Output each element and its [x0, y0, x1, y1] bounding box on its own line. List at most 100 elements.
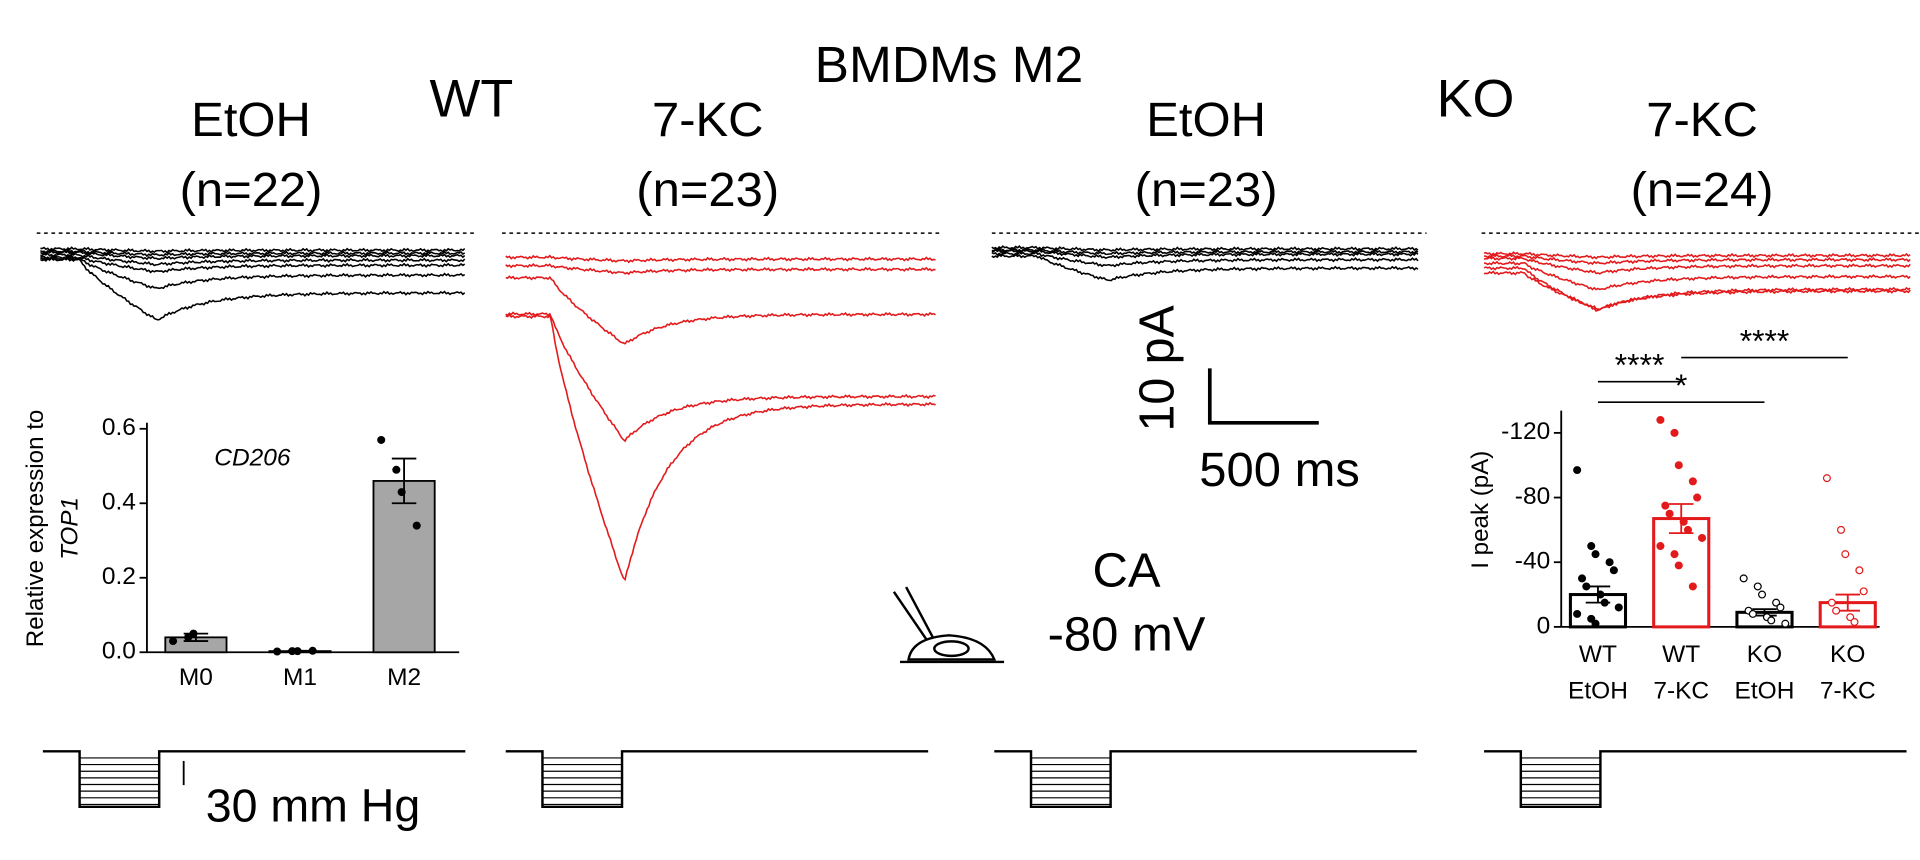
data-point [1661, 501, 1670, 510]
panel-n: (n=24) [1631, 163, 1774, 217]
data-point [1609, 566, 1618, 575]
current-trace [991, 253, 1419, 282]
significance-label: * [1675, 367, 1687, 403]
pressure-label: 30 mm Hg [206, 780, 421, 832]
group-label: WT [430, 70, 514, 129]
data-point [1739, 574, 1748, 583]
current-trace [1483, 265, 1911, 313]
data-point [1614, 603, 1623, 612]
nucleus [933, 640, 970, 658]
current-trace [505, 311, 936, 443]
x-tick-label: KO [1830, 641, 1865, 668]
cell [907, 634, 997, 661]
data-point [1573, 466, 1582, 475]
data-point [1836, 525, 1846, 534]
current-trace [1483, 270, 1911, 311]
data-point [1656, 542, 1665, 551]
current-trace [40, 256, 466, 321]
current-trace [1483, 253, 1911, 266]
x-tick-label: M2 [387, 664, 421, 691]
y-tick-label: 0.6 [102, 414, 136, 441]
current-trace [505, 313, 936, 582]
current-trace [991, 248, 1419, 260]
data-point [189, 629, 198, 638]
current-trace [40, 255, 466, 290]
data-point [1665, 509, 1674, 518]
scale-bar: 10 pA 500 ms [1130, 305, 1359, 497]
data-point [1846, 613, 1855, 622]
data-point [273, 647, 282, 656]
recording-voltage: -80 mV [1048, 608, 1206, 662]
significance-label: **** [1740, 323, 1790, 359]
data-point [308, 646, 317, 655]
data-point [1850, 618, 1859, 627]
group-label: KO [1437, 70, 1515, 129]
x-tick-label: M1 [283, 664, 317, 691]
panel-n: (n=23) [1135, 163, 1278, 217]
y-tick-label: 0.0 [102, 638, 136, 665]
scale-x-label: 500 ms [1199, 444, 1360, 498]
panel-label: EtOH [1146, 93, 1266, 147]
x-tick-label: WT [1579, 641, 1617, 668]
data-point [1587, 614, 1596, 623]
x-tick-label: KO [1747, 641, 1782, 668]
data-point [1577, 574, 1587, 583]
data-point [1832, 606, 1841, 615]
panel-label: 7-KC [1646, 93, 1758, 147]
stimulus-protocol [42, 750, 466, 809]
data-point [1693, 493, 1702, 502]
y-axis-label: TOP1 [56, 497, 83, 560]
y-tick-label: 0.2 [102, 563, 136, 590]
figure-title: BMDMs M2 [815, 37, 1084, 94]
current-trace [505, 263, 936, 276]
data-point [1674, 561, 1683, 570]
scale-y-label: 10 pA [1130, 305, 1184, 432]
y-tick-label: -40 [1515, 548, 1550, 575]
data-point [1674, 461, 1683, 470]
data-point [1656, 415, 1665, 424]
recording-mode: CA [1093, 544, 1162, 598]
data-point [1591, 619, 1600, 628]
x-tick-label: EtOH [1735, 678, 1795, 705]
data-point [169, 637, 178, 646]
data-point [1841, 550, 1850, 559]
data-point [1781, 619, 1790, 628]
data-point [397, 488, 406, 497]
x-tick-label: M0 [179, 664, 213, 691]
x-tick-label: WT [1662, 641, 1700, 668]
stimulus-protocol [1484, 750, 1907, 809]
panel-label: 7-KC [652, 93, 764, 147]
current-trace [1483, 251, 1911, 260]
data-point [1688, 477, 1697, 486]
data-point [392, 465, 401, 474]
data-point [184, 633, 193, 642]
data-point [1605, 558, 1614, 567]
current-trace [1483, 256, 1911, 275]
current-trace [1483, 260, 1911, 291]
data-point [1697, 533, 1707, 542]
y-axis-label: I peak (pA) [1467, 451, 1494, 569]
data-point [1757, 590, 1767, 599]
data-point [1573, 609, 1582, 618]
current-trace [991, 247, 1419, 256]
data-point [1772, 598, 1781, 607]
data-point [1855, 566, 1864, 575]
data-point [1591, 550, 1600, 559]
current-trace [991, 251, 1419, 268]
data-point [1596, 590, 1605, 599]
current-trace [40, 254, 466, 274]
chart-title: CD206 [214, 445, 291, 472]
scale-bar-lines [1207, 368, 1319, 425]
x-tick-label: EtOH [1568, 678, 1628, 705]
data-point [1822, 474, 1831, 483]
data-point [1753, 582, 1762, 591]
current-trace [40, 252, 466, 267]
stimulus-protocol [505, 750, 929, 809]
y-tick-label: -80 [1515, 483, 1550, 510]
error-bar [391, 457, 417, 505]
panel-n: (n=23) [636, 163, 779, 217]
cell-icon [892, 586, 1005, 664]
pipette [892, 586, 935, 641]
current-trace [505, 275, 936, 345]
